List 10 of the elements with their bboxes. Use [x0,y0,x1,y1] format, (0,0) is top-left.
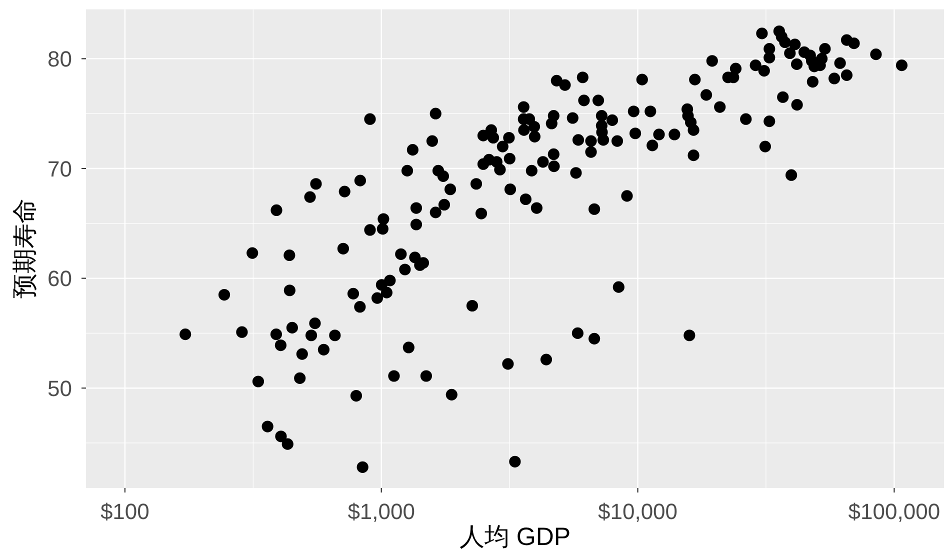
x-tick-label: $100,000 [848,499,940,524]
y-tick-label: 60 [48,266,72,292]
y-tick-label: 50 [48,376,72,401]
x-tick-label: $100 [100,499,150,524]
x-tick-label: $10,000 [598,499,678,524]
x-tick-label: $1,000 [348,499,415,524]
y-axis-title: 预期寿命 [11,198,39,299]
y-tick-label: 70 [48,156,72,182]
y-tick-label: 80 [48,46,72,72]
x-axis-title: 人均 GDP [459,523,571,551]
